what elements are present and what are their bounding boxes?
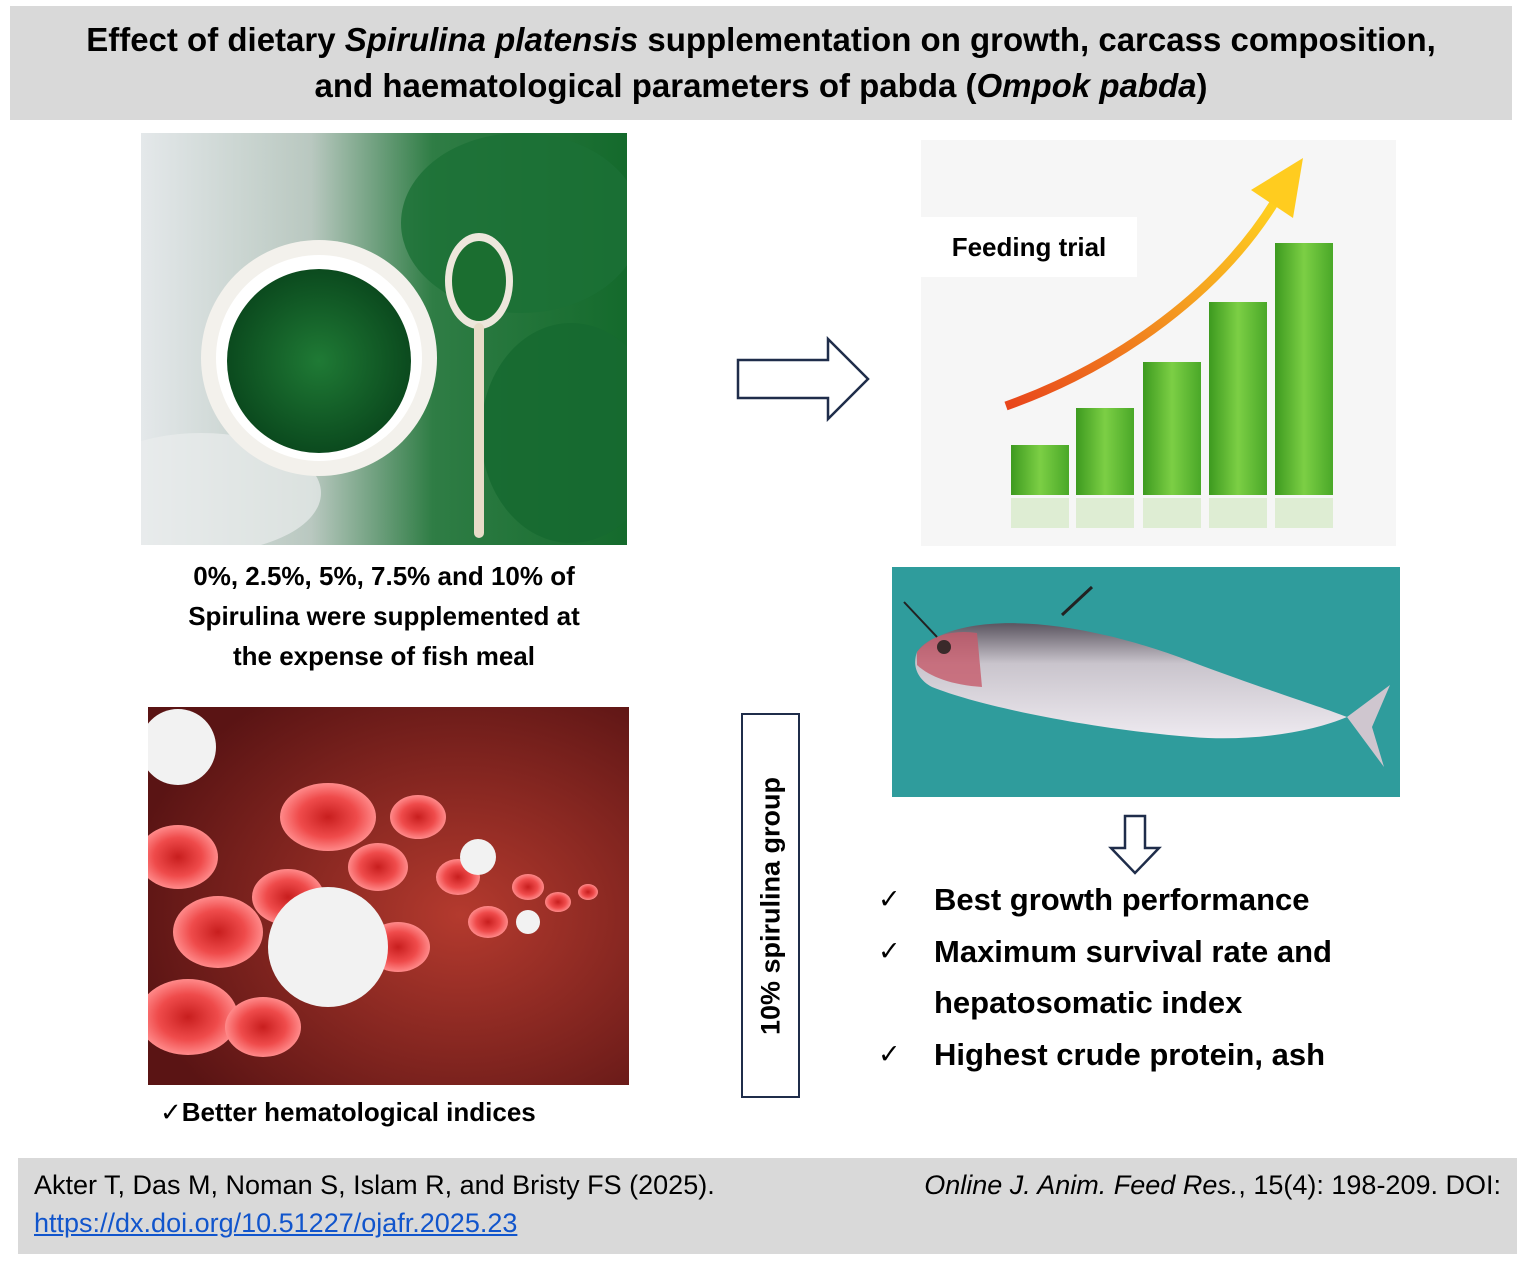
title-line-1: Effect of dietary Spirulina platensis su… <box>86 21 1436 58</box>
supplementation-levels-caption: 0%, 2.5%, 5%, 7.5% and 10% of Spirulina … <box>188 561 580 671</box>
hematology-caption: ✓Better hematological indices <box>160 1097 536 1127</box>
growth-chart-image <box>921 140 1396 546</box>
feeding-trial-label: Feeding trial <box>921 217 1137 277</box>
doi-link[interactable]: https://dx.doi.org/10.51227/ojafr.2025.2… <box>34 1208 518 1238</box>
checkmark-icon: ✓ <box>878 1039 901 1069</box>
finding-protein-text: Highest crude protein, ash <box>934 1037 1326 1072</box>
down-arrow-icon <box>1108 814 1162 875</box>
right-arrow-icon <box>736 336 870 422</box>
species-name-spirulina: Spirulina platensis <box>344 21 639 58</box>
pabda-fish-image <box>892 567 1400 797</box>
spirulina-powder-image <box>141 133 627 545</box>
finding-survival-text-2: hepatosomatic index <box>934 985 1243 1020</box>
finding-growth-text: Best growth performance <box>934 882 1310 917</box>
spirulina-group-box <box>741 713 800 1098</box>
blood-cells-image <box>148 707 629 1085</box>
citation-line: Akter T, Das M, Noman S, Islam R, and Br… <box>34 1166 1501 1204</box>
citation-journal: Online J. Anim. Feed Res. <box>924 1170 1239 1200</box>
finding-survival-text: Maximum survival rate and <box>934 934 1332 969</box>
species-name-ompok: Ompok pabda <box>976 67 1197 104</box>
checkmark-icon: ✓ <box>878 936 901 966</box>
citation-authors: Akter T, Das M, Noman S, Islam R, and Br… <box>34 1170 715 1200</box>
citation-source: Online J. Anim. Feed Res., 15(4): 198-20… <box>924 1170 1501 1200</box>
spirulina-group-label: 10% spirulina group <box>755 776 786 1036</box>
citation-box: Akter T, Das M, Noman S, Islam R, and Br… <box>18 1158 1517 1254</box>
title-line-2: and haematological parameters of pabda (… <box>314 67 1208 104</box>
checkmark-icon: ✓ <box>878 884 901 914</box>
title-banner: Effect of dietary Spirulina platensis su… <box>10 6 1512 120</box>
